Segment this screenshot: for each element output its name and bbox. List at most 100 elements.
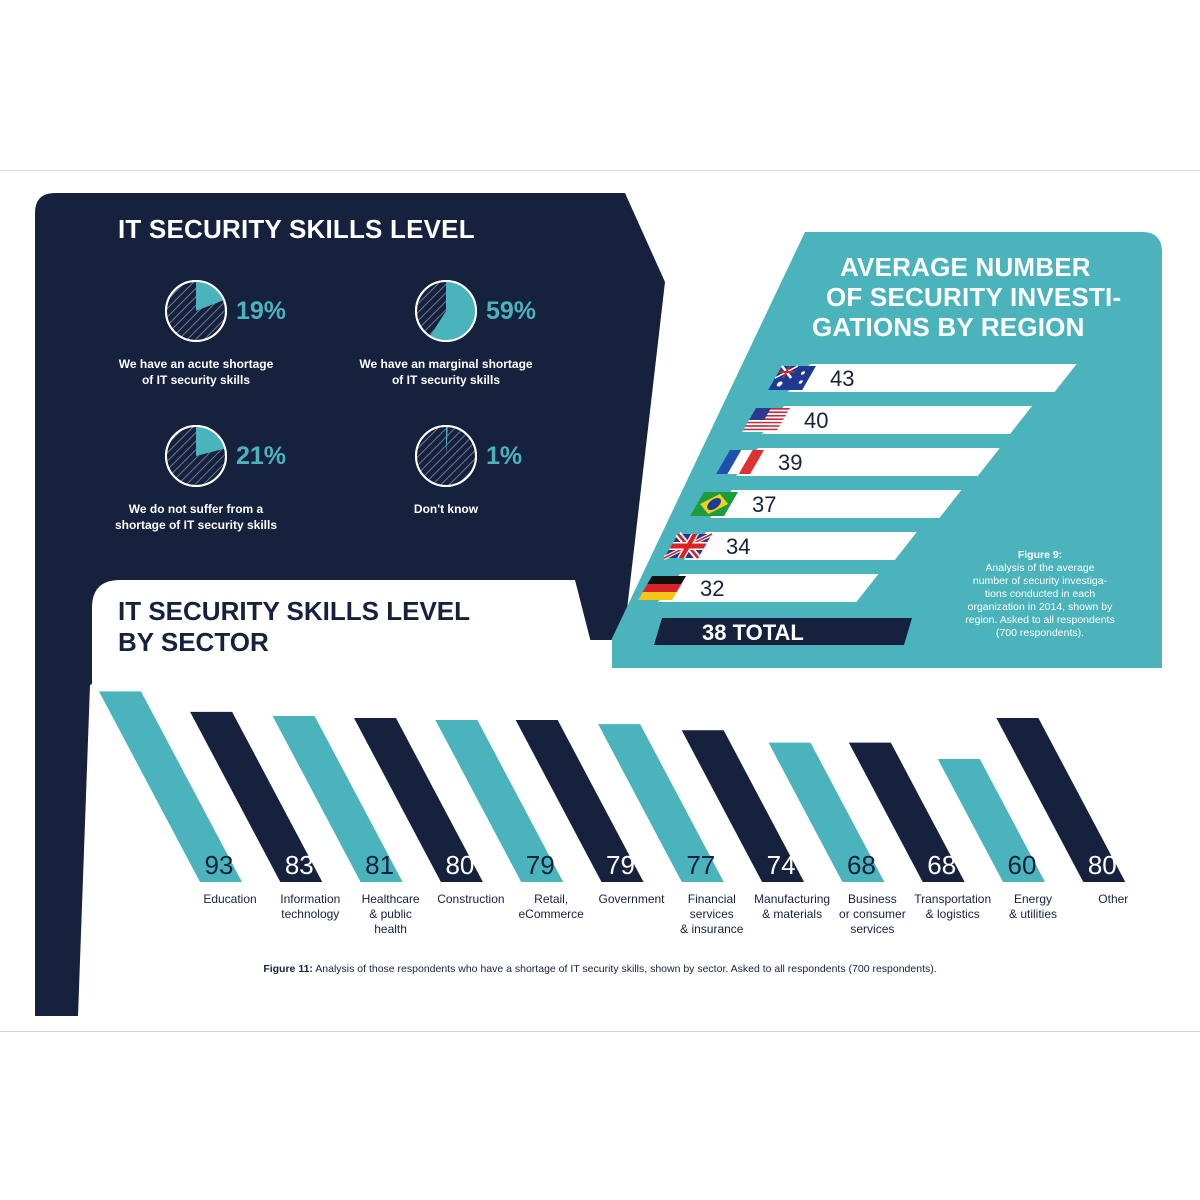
region-row: 37 — [690, 490, 962, 518]
sector-bar — [598, 724, 724, 882]
pie-caption: Don't know — [336, 501, 556, 517]
sector-bar — [515, 720, 644, 882]
sector-category-line: Education — [203, 892, 257, 906]
brazil-flag-icon — [690, 492, 738, 516]
sector-bar-group: 77 — [598, 724, 724, 882]
region-value-label: 39 — [778, 450, 802, 475]
sector-category-line: & materials — [762, 907, 823, 921]
figure-9-title: Figure 9: — [1017, 549, 1063, 561]
sector-bar — [353, 718, 483, 882]
sector-value-label: 60 — [1008, 850, 1037, 880]
pie-caption-line: We have an marginal shortage — [359, 357, 533, 371]
sector-category-line: & public — [369, 907, 412, 921]
figure-11-text: Analysis of those respondents who have a… — [312, 963, 937, 975]
region-bar — [710, 490, 962, 518]
region-bar — [788, 364, 1077, 392]
figure-11-label: Figure 11: — [263, 963, 313, 975]
region-bar — [736, 448, 1000, 476]
australia-flag-icon — [768, 365, 816, 390]
sector-category-line: or consumer — [839, 907, 906, 921]
sector-category-label: Transportation & logistics — [908, 892, 998, 922]
region-value-label: 34 — [726, 534, 750, 559]
region-total-row: 38 TOTAL — [654, 618, 912, 645]
pie-caption-line: We do not suffer from a — [128, 502, 264, 516]
sector-category-label: Healthcare & public health — [346, 892, 436, 937]
region-total-bar — [654, 618, 912, 645]
pie-caption-line: shortage of IT security skills — [114, 518, 278, 532]
sector-category-line: Healthcare — [361, 892, 420, 906]
sector-bar — [435, 720, 564, 882]
investigations-title-line-2: OF SECURITY INVESTI- — [826, 282, 1122, 312]
region-row: 43 — [768, 364, 1077, 392]
region-value-label: 37 — [752, 492, 776, 517]
region-row: 40 — [742, 406, 1032, 434]
sector-category-label: Government — [587, 892, 677, 907]
figure-11-caption: Figure 11: Analysis of those respondents… — [0, 963, 1200, 975]
pie-percent-label: 1% — [486, 442, 523, 470]
sector-value-label: 81 — [365, 850, 394, 880]
sector-category-label: Retail, eCommerce — [506, 892, 596, 922]
sector-value-label: 79 — [526, 850, 555, 880]
region-row: 34 — [663, 531, 917, 561]
region-total-label: 38 TOTAL — [702, 620, 804, 645]
sector-bar — [996, 718, 1126, 882]
sector-bar-group: 80 — [996, 718, 1126, 882]
sector-bar-group: 68 — [768, 742, 885, 882]
france-flag-icon — [716, 450, 764, 474]
sector-category-line: Business — [848, 892, 897, 906]
sector-bar-group: 93 — [98, 691, 242, 882]
figure-frame — [0, 170, 1200, 1032]
pie-caption-line: Don't know — [413, 502, 479, 516]
uk-flag-icon — [663, 531, 713, 561]
sector-bar — [848, 742, 965, 882]
sector-bar — [681, 730, 805, 882]
sector-category-line: Information — [280, 892, 341, 906]
pie-percent-label: 19% — [236, 297, 287, 325]
sector-category-line: Other — [1098, 892, 1129, 906]
sector-category-line: & utilities — [1008, 907, 1058, 921]
figure-9-line-2: number of security investiga- — [972, 575, 1108, 587]
sector-category-label: Business or consumer services — [827, 892, 917, 937]
investigations-title: AVERAGE NUMBER OF SECURITY INVESTI- GATI… — [812, 252, 1142, 342]
sector-category-line: technology — [281, 907, 340, 921]
sector-category-line: Retail, — [534, 892, 569, 906]
sector-bar-group: 79 — [435, 720, 564, 882]
sector-category-label: Energy & utilities — [988, 892, 1078, 922]
figure-9-line-4: organization in 2014, shown by — [967, 601, 1113, 613]
pie-slice — [446, 426, 448, 456]
region-row: 39 — [716, 448, 1000, 476]
pie-caption-line: We have an acute shortage — [118, 357, 274, 371]
sector-bar-group: 80 — [353, 718, 483, 882]
sector-category-label: Education — [185, 892, 275, 907]
region-bar — [658, 574, 879, 602]
investigations-title-line-3: GATIONS BY REGION — [812, 312, 1085, 342]
sector-category-line: & logistics — [925, 907, 980, 921]
region-bar — [684, 532, 917, 560]
sector-bar — [937, 759, 1045, 882]
pie-caption-line: of IT security skills — [141, 373, 251, 387]
sector-value-label: 93 — [205, 850, 234, 880]
sector-category-line: eCommerce — [518, 907, 584, 921]
sector-title-line-2: BY SECTOR — [118, 627, 269, 657]
pie-chart-2 — [415, 280, 477, 342]
sector-bar — [190, 711, 323, 882]
sector-bar-group: 79 — [515, 720, 644, 882]
sector-bar — [272, 715, 403, 882]
pie-outline — [415, 425, 477, 487]
sector-bar — [768, 742, 885, 882]
sector-category-line: Transportation — [914, 892, 992, 906]
region-bar — [762, 406, 1032, 434]
pie-chart-3 — [165, 425, 227, 487]
pie-slice — [196, 426, 226, 456]
pie-percent-label: 59% — [486, 297, 537, 325]
sector-bar-group: 83 — [190, 711, 323, 882]
usa-flag-icon — [742, 408, 790, 433]
pie-outline — [165, 280, 227, 342]
sector-category-line: Energy — [1013, 892, 1053, 906]
sector-title: IT SECURITY SKILLS LEVEL BY SECTOR — [118, 596, 470, 658]
pie-caption: We have an acute shortage of IT security … — [86, 356, 306, 388]
pie-chart-1 — [165, 280, 227, 342]
sector-category-line: Manufacturing — [754, 892, 831, 906]
pie-percent-label: 21% — [236, 442, 287, 470]
sector-bar-group: 74 — [681, 730, 805, 882]
